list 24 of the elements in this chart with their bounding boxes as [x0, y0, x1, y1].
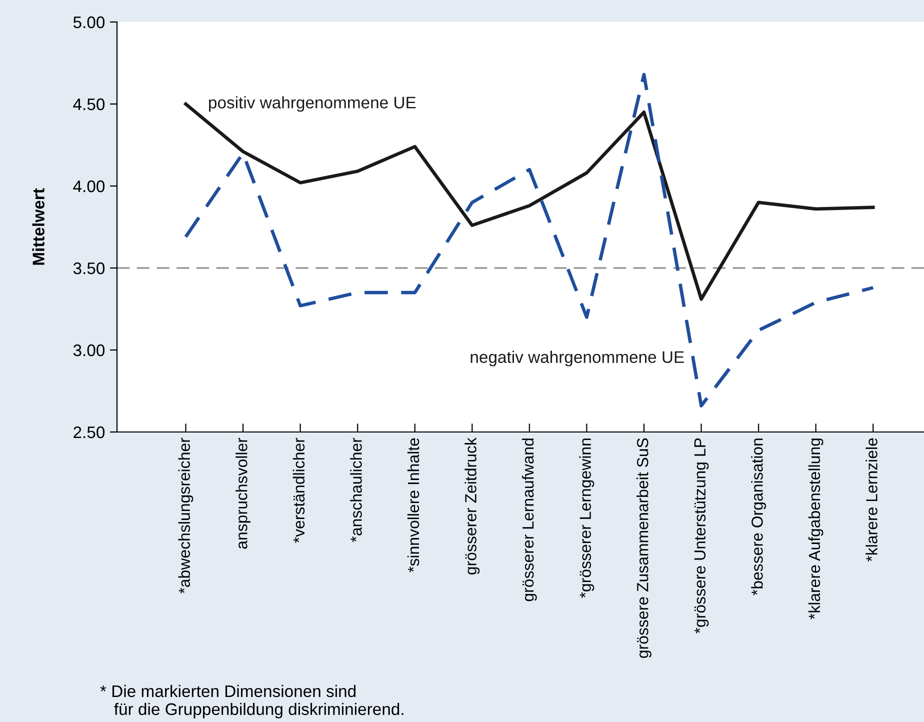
y-axis-title: Mittelwert — [32, 188, 44, 265]
y-tick-label: 5.00 — [73, 16, 105, 28]
text: * Die markierten Dimensionen sind für die Gruppenbildung diskriminierend. — [100, 684, 404, 718]
x-tick-label: *abwechslungsreicher — [178, 438, 194, 594]
line-series — [184, 72, 875, 408]
y-tick-label: 4.50 — [73, 98, 105, 110]
x-tick-label: *sinnvollere Inhalte — [407, 438, 420, 572]
series-label: positiv wahrgenommene UE — [209, 96, 416, 112]
y-tick-label: 4.00 — [73, 180, 105, 192]
series-label: negativ wahrgenommene UE — [470, 350, 684, 366]
x-tick-label: grössere Zusammenarbeit SuS — [636, 438, 652, 658]
x-tick-label: *grösserer Lerngewinn — [579, 438, 594, 598]
y-tick-label: 2.50 — [74, 426, 105, 438]
x-tick-label: *bessere Organisation — [751, 438, 766, 596]
x-tick-label: grösserer Zeitdruck — [464, 438, 480, 574]
x-tick-label: *klarere Aufgabenstellung — [808, 438, 824, 620]
y-tick-label: 3.00 — [73, 344, 105, 356]
x-tick-label: *klarere Lernziele — [866, 438, 878, 562]
x-tick-label: grösserer Lernaufwand — [522, 438, 537, 602]
y-tick-label: 3.50 — [73, 262, 105, 274]
x-tick-label: *verständlicher — [292, 438, 305, 543]
x-tick-label: *grössere Unterstützung LP — [694, 438, 709, 634]
x-tick-label: anspruchsvoller — [236, 438, 250, 549]
x-tick-label: *anschaulicher — [350, 438, 362, 542]
